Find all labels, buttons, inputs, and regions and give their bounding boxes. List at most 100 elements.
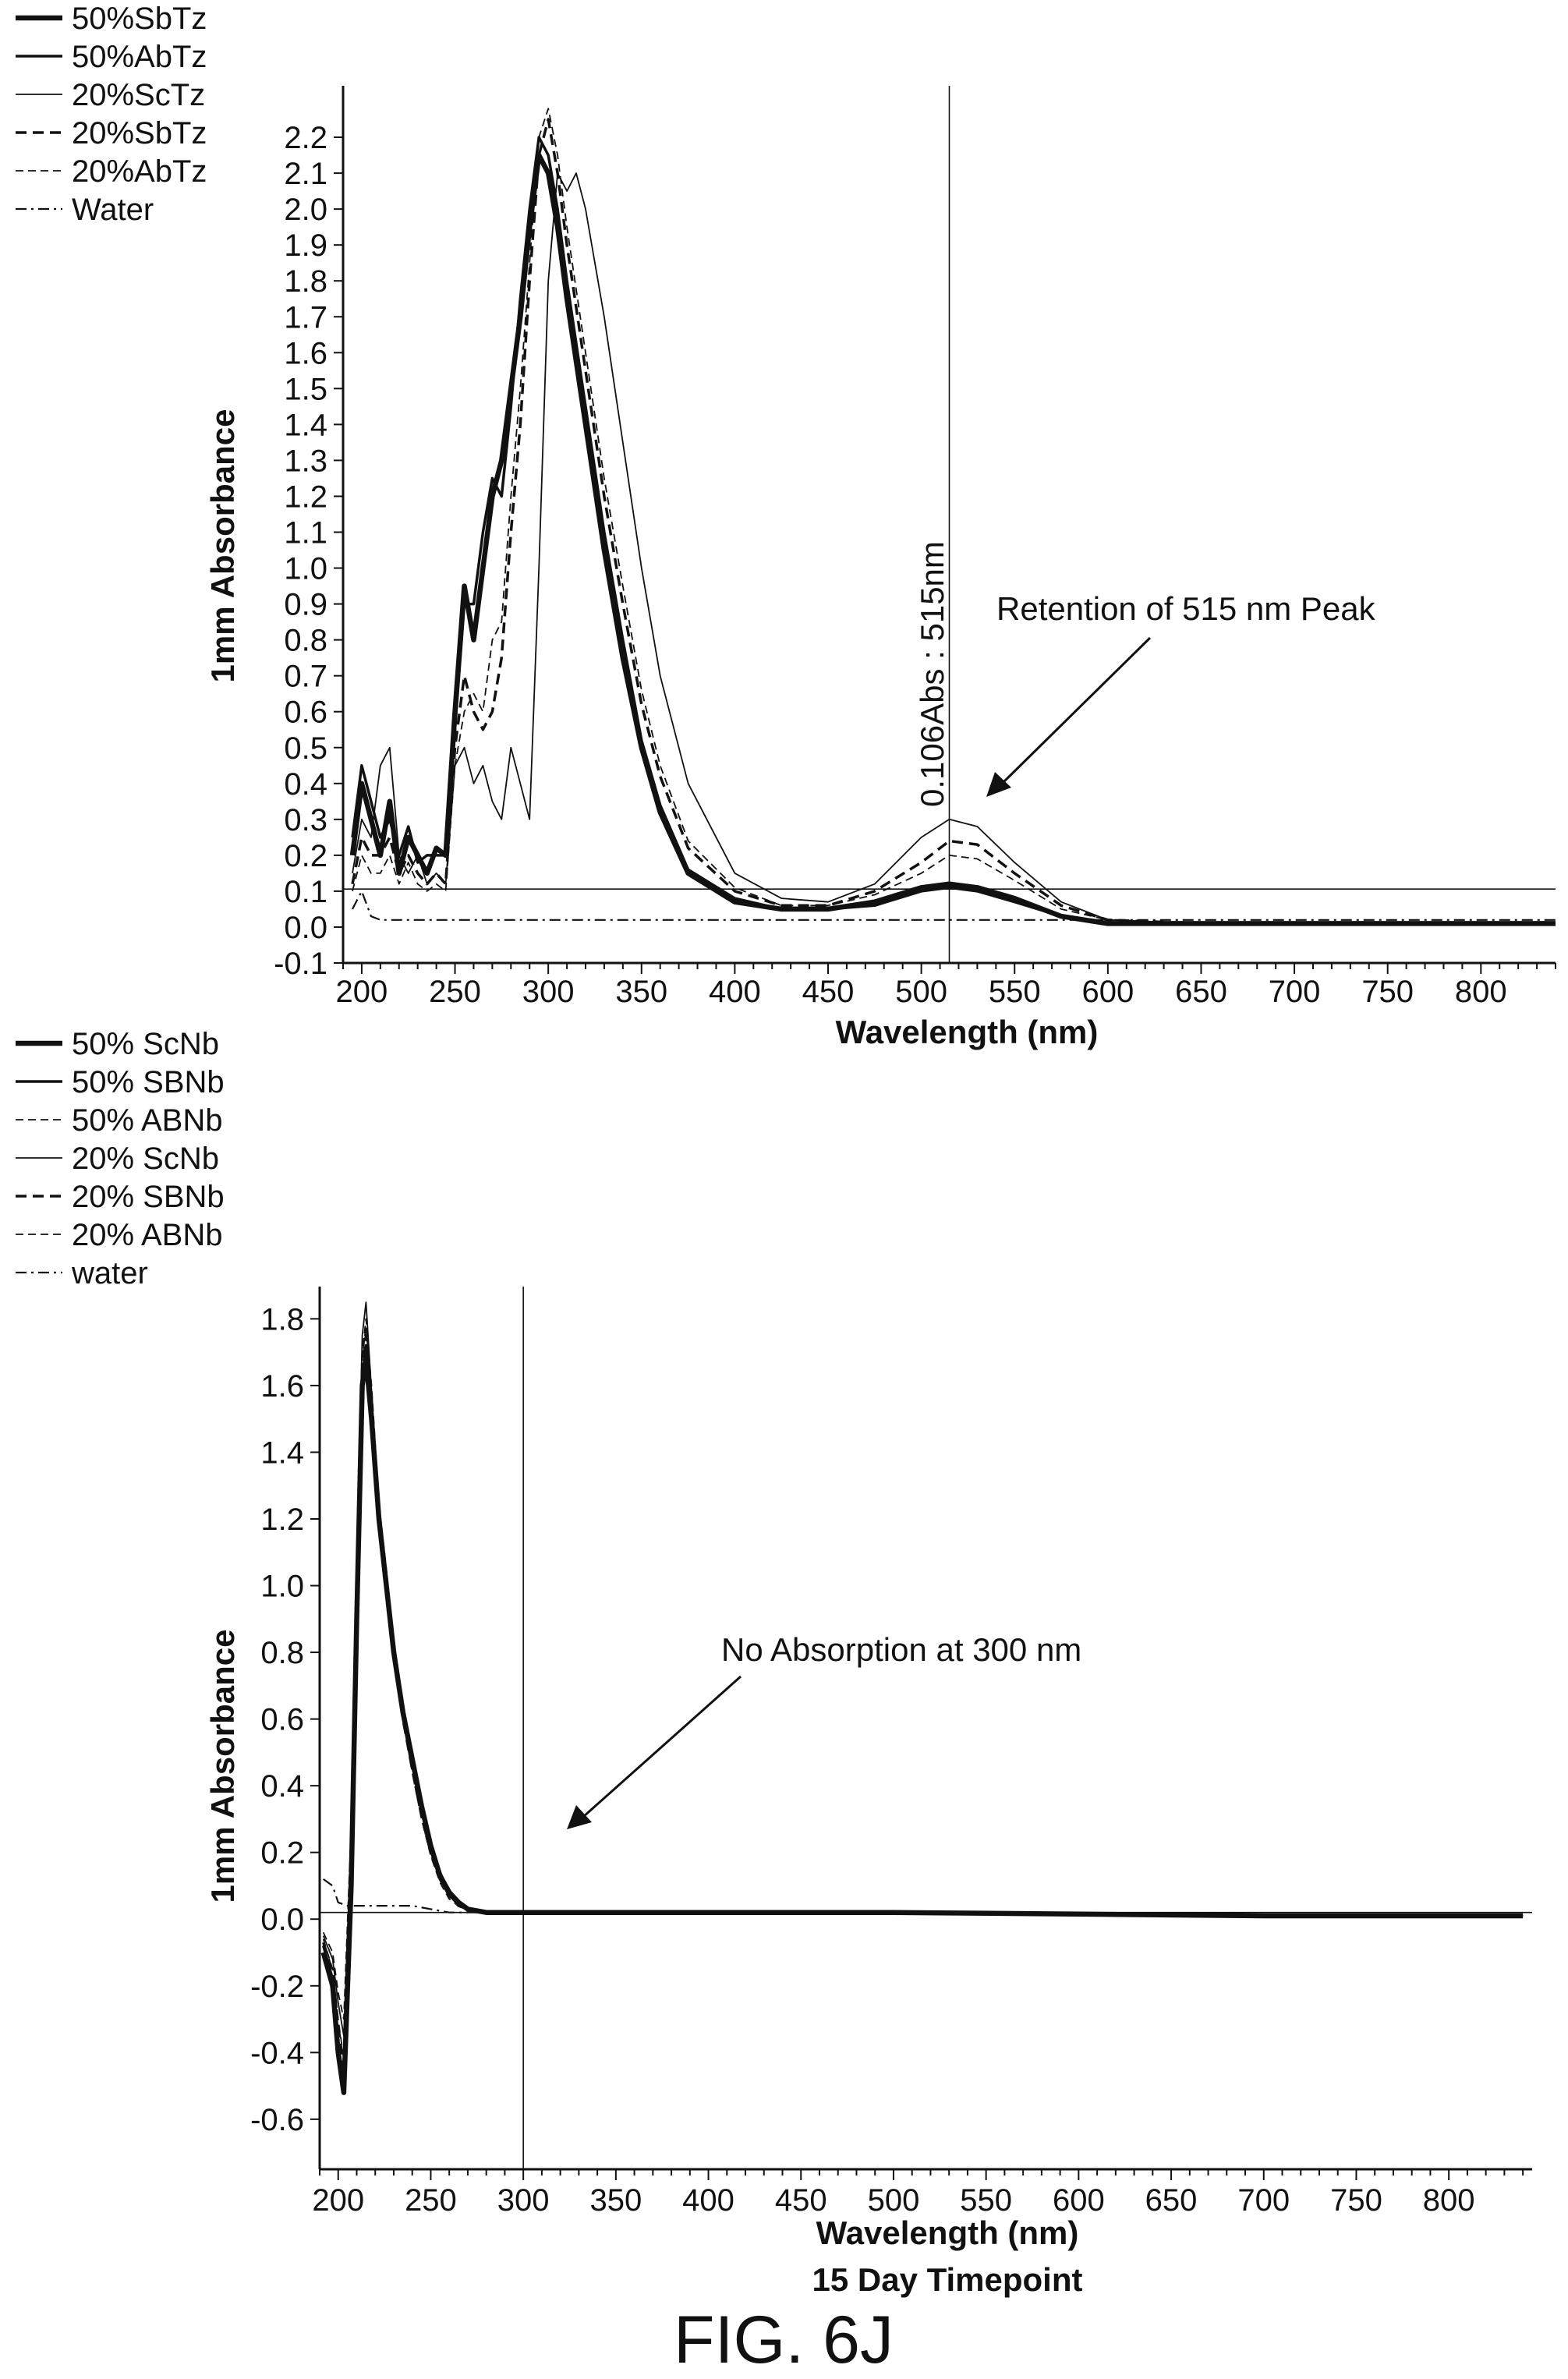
series-line-20-sbnb [322,1334,1524,2071]
x-tick-label: 350 [615,975,667,1009]
series-line-water [323,1878,1524,1917]
x-axis-title-bottom: Wavelength (nm) [816,2214,1079,2251]
y-tick-label: 0.4 [260,1769,304,1804]
absorbance-chart-top: 50%SbTz 50%AbTz 20%ScTz 20%SbTz 20%AbTz Water… [16,2,1556,1050]
x-tick-label: 400 [682,2183,734,2218]
annotation-bottom: No Absorption at 300 nm [721,1631,1081,1668]
series-line-20-sctz [352,172,1556,925]
ticks-bottom: 200 250 300 350 400 450 500 550 600 650 700 750 800 -… [250,1302,1524,2218]
legend-label: 50% SBNb [72,1065,225,1099]
x-tick-label: 800 [1423,2183,1475,2218]
y-tick-label: 0.9 [284,588,327,622]
y-tick-label: 0.0 [260,1903,304,1937]
series-line-20-sbtz [351,118,1556,926]
x-tick-label: 500 [895,975,947,1009]
series-line-20-abnb [322,1325,1524,2020]
y-tick-label: 1.6 [284,336,327,370]
legend-label: 20% ScNb [72,1142,219,1176]
y-tick-label: 2.1 [284,157,327,191]
legend-label: water [71,1256,148,1290]
legend-label: 20%ScTz [72,78,205,112]
series-bottom [320,1301,1524,2095]
y-tick-label: -0.4 [250,2036,304,2070]
x-tick-label: 550 [989,975,1041,1009]
x-tick-label: 550 [960,2183,1012,2218]
y-tick-label: 1.7 [284,300,327,335]
series-line-50-scnb [320,1356,1524,2095]
absorbance-chart-bottom: 50% ScNb 50% SBNb 50% ABNb 20% ScNb 20% SBNb… [16,1027,1532,2298]
y-tick-label: 1.1 [284,516,327,550]
series-line-50-abnb [322,1318,1524,2060]
y-tick-label: 1.2 [284,480,327,514]
y-tick-label: 1.2 [260,1503,304,1537]
series-line-50-sbnb [322,1343,1524,2081]
y-tick-label: 0.8 [260,1636,304,1670]
x-tick-label: 600 [1053,2183,1105,2218]
legend-label: 20%SbTz [72,116,207,150]
x-tick-label: 300 [522,975,575,1009]
ticks-top: 200 250 300 350 400 450 500 550 600 650 700 750 800 -… [274,121,1556,1009]
y-tick-label: 2.2 [284,121,327,155]
x-tick-label: 200 [312,2183,364,2218]
y-tick-label: 0.2 [260,1836,304,1871]
x-tick-label: 750 [1361,975,1414,1009]
y-tick-label: 1.0 [260,1570,304,1604]
series-line-20-scnb [322,1301,1524,2037]
series-top [349,108,1556,926]
x-tick-label: 800 [1455,975,1507,1009]
y-axis-title-bottom: 1mm Absorbance [204,1630,241,1903]
legend-label: 20% SBNb [72,1180,225,1214]
annotation-top: Retention of 515 nm Peak [996,590,1376,627]
y-tick-label: 0.0 [284,911,327,945]
x-tick-label: 300 [497,2183,550,2218]
figure-label: FIG. 6J [674,2303,894,2377]
axes-top [342,86,1556,965]
x-tick-label: 200 [336,975,388,1009]
cursor-readout-label: 0.106Abs : 515nm [914,541,950,807]
y-tick-label: 0.6 [284,696,327,730]
x-tick-label: 700 [1269,975,1321,1009]
y-tick-label: 2.0 [284,193,327,227]
annotation-arrow-top [986,636,1152,797]
y-tick-label: -0.1 [274,947,327,981]
y-tick-label: 0.5 [284,731,327,766]
x-tick-label: 450 [775,2183,827,2218]
y-tick-label: 1.5 [284,372,327,406]
x-tick-label: 250 [405,2183,457,2218]
legend-label: Water [72,193,154,227]
y-tick-label: 1.3 [284,444,327,478]
y-tick-label: 0.2 [284,839,327,873]
series-line-20-abtz [352,108,1556,925]
y-axis-title-top: 1mm Absorbance [204,409,241,683]
legend-label: 50% ScNb [72,1027,219,1061]
legend-label: 50%AbTz [72,40,207,74]
y-tick-label: 0.7 [284,660,327,694]
y-tick-label: 0.8 [284,624,327,658]
y-tick-label: 1.0 [284,552,327,586]
y-tick-label: 1.6 [260,1369,304,1404]
x-axis-title-top: Wavelength (nm) [836,1014,1099,1050]
x-tick-label: 250 [429,975,481,1009]
legend-label: 50% ABNb [72,1103,222,1138]
y-tick-label: 0.3 [284,803,327,837]
legend-label: 50%SbTz [72,2,207,36]
x-tick-label: 650 [1145,2183,1198,2218]
y-tick-label: 1.4 [284,408,327,442]
y-tick-label: 1.9 [284,228,327,263]
x-tick-label: 500 [868,2183,920,2218]
x-tick-label: 750 [1330,2183,1382,2218]
series-line-50-sbtz [349,152,1556,926]
y-tick-label: 1.8 [284,264,327,299]
x-tick-label: 700 [1237,2183,1290,2218]
legend-top: 50%SbTz 50%AbTz 20%ScTz 20%SbTz 20%AbTz Water [16,2,207,227]
legend-bottom: 50% ScNb 50% SBNb 50% ABNb 20% ScNb 20% SBNb… [16,1027,225,1290]
x-tick-label: 350 [589,2183,642,2218]
y-tick-label: 0.6 [260,1703,304,1737]
y-tick-label: 0.4 [284,767,327,802]
annotation-arrow-bottom [567,1675,742,1829]
series-line-water [352,890,1556,921]
y-tick-label: 1.4 [260,1436,304,1470]
legend-label: 20% ABNb [72,1218,222,1252]
y-tick-label: 0.1 [284,875,327,909]
